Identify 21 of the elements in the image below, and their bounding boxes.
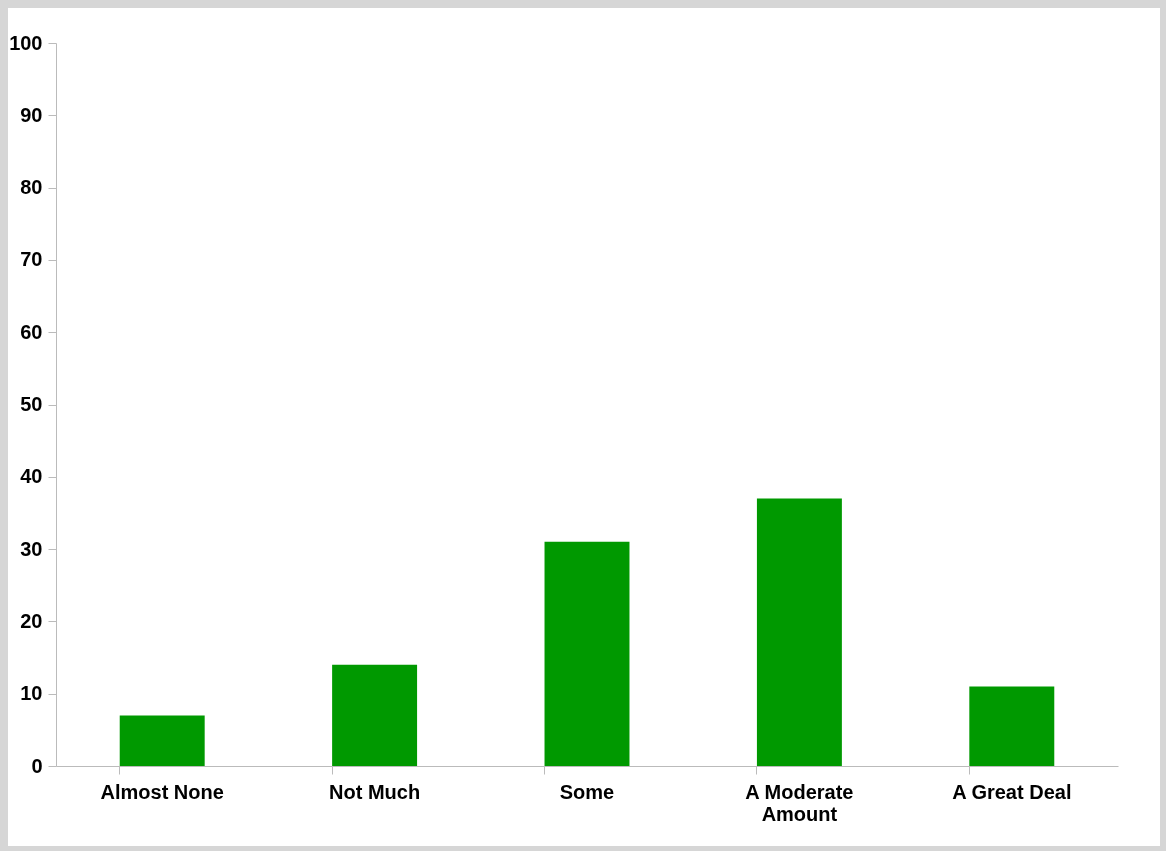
y-tick-label: 0 bbox=[31, 754, 43, 777]
x-tick-label: A Moderate Amount bbox=[745, 780, 854, 825]
x-tick-label: Not Much bbox=[329, 780, 421, 803]
bar bbox=[119, 715, 205, 766]
y-tick-label: 70 bbox=[20, 248, 43, 271]
bar bbox=[756, 498, 842, 766]
bar bbox=[969, 686, 1055, 766]
y-tick-label: 50 bbox=[20, 393, 43, 415]
bar bbox=[332, 664, 418, 766]
x-tick-label: Almost None bbox=[100, 780, 224, 803]
y-tick-label: 100 bbox=[9, 31, 43, 54]
y-tick-label: 30 bbox=[20, 537, 43, 560]
y-tick-label: 60 bbox=[20, 320, 43, 343]
y-tick-label: 20 bbox=[20, 609, 43, 632]
y-tick-label: 10 bbox=[20, 682, 43, 705]
y-tick-label: 80 bbox=[20, 176, 43, 199]
y-tick-label: 90 bbox=[20, 103, 43, 126]
x-tick-label: Some bbox=[559, 780, 615, 803]
y-tick-label: 40 bbox=[20, 465, 43, 488]
x-tick-label: A Great Deal bbox=[952, 780, 1072, 803]
bar bbox=[544, 541, 630, 766]
